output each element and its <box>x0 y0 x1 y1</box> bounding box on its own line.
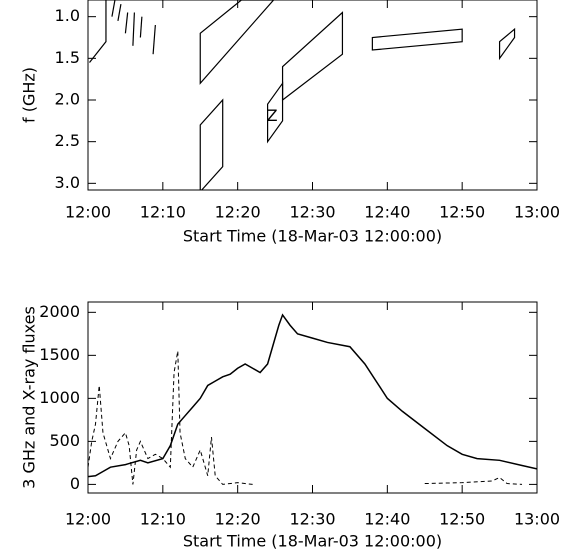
plot-area <box>88 313 537 485</box>
drift-region <box>152 24 156 55</box>
x-tick-label: 12:40 <box>364 510 410 529</box>
x-tick-label: 12:40 <box>364 203 410 222</box>
drift-region <box>498 27 516 61</box>
y-tick-label: 2000 <box>39 302 80 321</box>
drift-region <box>281 11 344 102</box>
x-tick-label: 12:10 <box>140 203 186 222</box>
x-tick-label: 12:30 <box>289 203 335 222</box>
drift-region <box>139 16 143 38</box>
plot-area <box>89 0 516 190</box>
x-axis-title: Start Time (18-Mar-03 12:00:00) <box>183 532 442 551</box>
x-tick-label: 12:20 <box>215 510 261 529</box>
y-tick-label: 1500 <box>39 345 80 364</box>
drift-region <box>199 0 275 85</box>
y-tick-label: 1.5 <box>55 48 80 67</box>
x-tick-label: 13:00 <box>514 203 560 222</box>
drift-region <box>117 4 122 21</box>
drift-region <box>199 98 224 190</box>
flux-line <box>88 313 537 478</box>
x-axis-title: Start Time (18-Mar-03 12:00:00) <box>183 227 442 246</box>
annotation: Z <box>267 106 278 125</box>
y-tick-label: 3.0 <box>55 173 80 192</box>
x-tick-label: 12:50 <box>439 510 485 529</box>
x-tick-label: 12:10 <box>140 510 186 529</box>
drift-region <box>371 28 463 51</box>
y-tick-label: 500 <box>49 431 80 450</box>
drift-region <box>111 0 116 17</box>
flux-line <box>424 476 523 485</box>
x-tick-label: 12:00 <box>65 203 111 222</box>
flux-line <box>88 350 253 485</box>
x-tick-label: 12:30 <box>289 510 335 529</box>
x-tick-label: 13:00 <box>514 510 560 529</box>
x-tick-label: 12:00 <box>65 510 111 529</box>
x-tick-label: 12:20 <box>215 203 261 222</box>
y-tick-label: 1000 <box>39 388 80 407</box>
y-axis-title: f (GHz) <box>20 67 39 123</box>
drift-region <box>124 12 129 34</box>
y-tick-label: 1.0 <box>55 6 80 25</box>
y-tick-label: 0 <box>70 474 80 493</box>
drift-region <box>132 12 135 46</box>
y-tick-label: 2.0 <box>55 90 80 109</box>
x-tick-label: 12:50 <box>439 203 485 222</box>
drift-region <box>89 0 107 63</box>
y-axis-title: 3 GHz and X-ray fluxes <box>20 306 39 489</box>
y-tick-label: 2.5 <box>55 131 80 150</box>
